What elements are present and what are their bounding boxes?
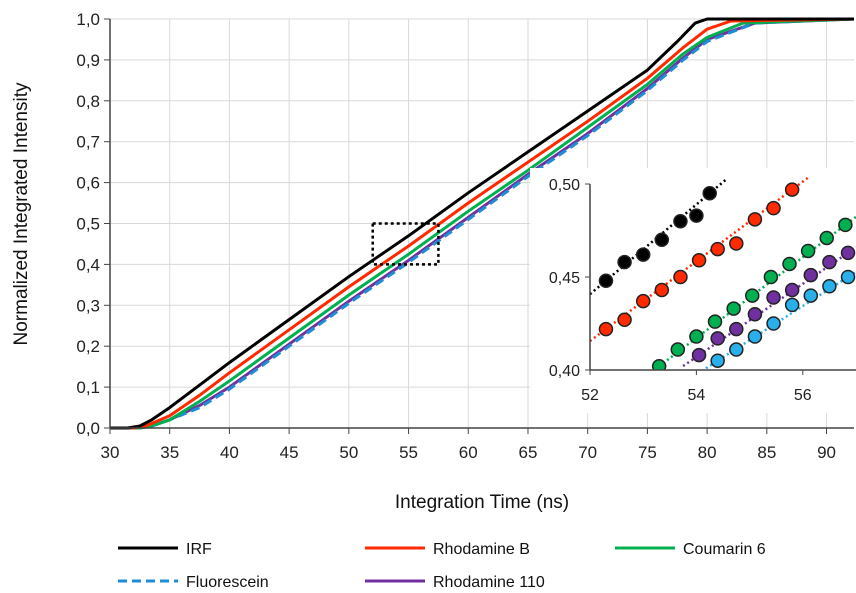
inset-point-coumarin-6 — [670, 342, 686, 357]
inset-point-rhodamine-b — [673, 269, 688, 285]
inset-point-fluorescein — [710, 353, 725, 368]
legend-label-rhodamine-b: Rhodamine B — [433, 541, 530, 558]
inset-x-tick-label: 56 — [794, 387, 812, 404]
inset-point-rhodamine-b — [766, 200, 781, 216]
inset-background — [530, 168, 856, 413]
inset-point-fluorescein — [747, 329, 763, 344]
inset-point-rhodamine-110 — [691, 347, 707, 363]
inset-point-coumarin-6 — [763, 269, 779, 285]
inset-point-rhodamine-b — [729, 236, 744, 251]
x-tick-label: 90 — [817, 443, 836, 462]
y-tick-label: 0,1 — [76, 378, 100, 397]
inset-point-rhodamine-b — [784, 182, 800, 197]
inset-y-tick-label: 0,50 — [549, 177, 580, 194]
legend-label-irf: IRF — [186, 541, 212, 558]
x-tick-label: 60 — [459, 443, 478, 462]
inset-point-rhodamine-b — [635, 293, 651, 309]
inset-x-tick-label: 52 — [581, 387, 599, 404]
inset-point-rhodamine-110 — [803, 267, 819, 283]
inset-point-irf — [598, 273, 614, 288]
inset-point-coumarin-6 — [745, 288, 760, 303]
inset-point-irf — [689, 208, 704, 223]
legend: IRF Rhodamine B Coumarin 6 Fluorescein Rhoda… — [118, 541, 766, 591]
inset-y-tick-label: 0,45 — [549, 270, 580, 287]
inset-series — [590, 176, 856, 370]
y-axis-title: Normalized Integrated Intensity — [11, 82, 32, 345]
series-line-irf — [110, 17, 854, 430]
inset-point-coumarin-6 — [838, 217, 853, 233]
inset-point-rhodamine-110 — [729, 321, 744, 337]
inset-point-irf — [673, 213, 688, 229]
inset-point-rhodamine-110 — [840, 245, 856, 261]
x-tick-label: 50 — [339, 443, 358, 462]
y-tick-label: 0,5 — [76, 215, 100, 234]
y-tick-label: 0,6 — [76, 174, 100, 193]
inset-trendline-fluorescein — [701, 270, 856, 370]
x-tick-label: 70 — [578, 443, 597, 462]
inset-point-irf — [635, 247, 651, 262]
inset-point-rhodamine-b — [747, 212, 763, 227]
y-tick-label: 0,0 — [76, 419, 100, 438]
series-line-rhodamine-b — [110, 17, 855, 430]
x-tick-label: 35 — [160, 443, 179, 462]
zoom-rectangle — [371, 222, 440, 266]
x-axis-title: Integration Time (ns) — [395, 492, 569, 513]
inset-point-coumarin-6 — [651, 359, 667, 370]
y-tick-label: 0,8 — [76, 92, 100, 111]
inset-point-irf — [617, 254, 632, 270]
axes: 30 35 40 45 50 55 60 65 70 75 80 85 90 0,0 0,1 0,2 0,3 0,… — [76, 10, 854, 462]
inset-point-coumarin-6 — [819, 230, 834, 246]
inset-point-coumarin-6 — [782, 256, 797, 272]
legend-label-coumarin-6: Coumarin 6 — [683, 541, 766, 558]
legend-label-rhodamine-110: Rhodamine 110 — [433, 574, 545, 591]
y-tick-label: 0,9 — [76, 51, 100, 70]
inset-point-rhodamine-b — [617, 312, 632, 328]
inset-point-rhodamine-110 — [710, 331, 725, 346]
inset-point-fluorescein — [729, 342, 744, 357]
inset-point-fluorescein — [766, 316, 781, 331]
inset-point-rhodamine-110 — [766, 290, 781, 305]
inset-point-fluorescein — [784, 297, 800, 313]
inset-point-fluorescein — [840, 269, 856, 285]
y-tick-label: 1,0 — [76, 10, 100, 29]
zoom-box — [371, 222, 440, 266]
y-tick-label: 0,4 — [76, 255, 100, 274]
x-tick-label: 80 — [698, 443, 717, 462]
inset-point-rhodamine-110 — [784, 282, 800, 298]
inset-point-rhodamine-110 — [747, 306, 763, 322]
inset-point-fluorescein — [803, 288, 819, 303]
y-tick-label: 0,3 — [76, 296, 100, 315]
inset-point-fluorescein — [822, 279, 837, 294]
y-tick-label: 0,7 — [76, 133, 100, 152]
inset-point-rhodamine-b — [598, 321, 614, 337]
x-tick-label: 65 — [519, 443, 538, 462]
x-tick-label: 45 — [280, 443, 299, 462]
inset-point-rhodamine-b — [654, 282, 670, 298]
inset-point-rhodamine-b — [710, 241, 725, 257]
y-tick-label: 0,2 — [76, 337, 100, 356]
legend-label-fluorescein: Fluorescein — [186, 574, 269, 591]
inset-point-irf — [702, 186, 717, 201]
x-tick-label: 40 — [220, 443, 239, 462]
inset-point-coumarin-6 — [707, 314, 723, 329]
inset-point-coumarin-6 — [726, 301, 741, 316]
inset-point-rhodamine-b — [691, 253, 707, 268]
inset-plot: 52 54 56 0,40 0,45 0,50 — [530, 168, 856, 413]
x-tick-label: 75 — [638, 443, 657, 462]
inset-point-coumarin-6 — [800, 243, 816, 259]
inset-point-rhodamine-110 — [822, 254, 837, 270]
inset-x-tick-label: 54 — [688, 387, 706, 404]
x-tick-label: 30 — [101, 443, 120, 462]
inset-point-coumarin-6 — [689, 329, 704, 344]
x-tick-label: 85 — [757, 443, 776, 462]
inset-trendline-rhodamine-110 — [682, 245, 856, 368]
x-tick-label: 55 — [399, 443, 418, 462]
inset-y-tick-label: 0,40 — [549, 363, 580, 380]
inset-point-irf — [654, 232, 670, 248]
